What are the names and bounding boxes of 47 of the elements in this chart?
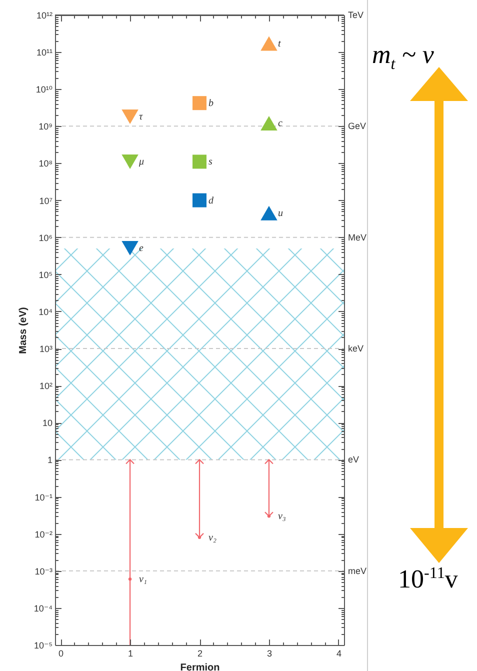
y-tick-label: 10³ bbox=[39, 344, 52, 354]
x-tick-label: 2 bbox=[197, 648, 203, 658]
annotation: t bbox=[278, 38, 281, 50]
x-tick-label: 1 bbox=[128, 648, 134, 658]
y-tick-label: 1 bbox=[47, 455, 52, 466]
point bbox=[267, 514, 271, 518]
x-tick-label: 4 bbox=[336, 648, 342, 658]
ref-line-label: eV bbox=[348, 454, 360, 465]
annotation: μ bbox=[138, 156, 144, 168]
annotation: ν₂ bbox=[208, 532, 217, 544]
point bbox=[128, 578, 132, 581]
x-tick-label: 3 bbox=[266, 648, 272, 658]
y-tick-label: 10⁷ bbox=[39, 196, 52, 206]
annotation: d bbox=[208, 195, 214, 206]
text: m$_{t}$ ~ v bbox=[372, 40, 434, 74]
ref-line-label: GeV bbox=[348, 121, 366, 132]
y-tick-label: 10⁻² bbox=[34, 529, 52, 540]
text: 10$^{-11}$v bbox=[398, 564, 458, 594]
y-tick-label: 10⁻⁵ bbox=[34, 640, 53, 650]
annotation: b bbox=[208, 98, 214, 110]
x-tick-label: 0 bbox=[58, 648, 64, 658]
y-tick-label: 10² bbox=[39, 381, 52, 392]
annotation: ν₃ bbox=[278, 511, 286, 522]
y-tick-label: 10⁵ bbox=[38, 270, 53, 280]
ref-line-label: MeV bbox=[348, 232, 367, 242]
y-tick-label: 10¹¹ bbox=[36, 48, 52, 58]
ref-line-label: keV bbox=[348, 344, 364, 354]
y-tick-label: 10 bbox=[42, 418, 52, 428]
y-tick-label: 10⁻¹ bbox=[34, 492, 52, 502]
y-axis-title: Mass (eV) bbox=[18, 307, 29, 354]
y-tick-label: 10⁸ bbox=[38, 158, 53, 169]
ref-line-label: TeV bbox=[348, 10, 364, 20]
x-axis-title: Fermion bbox=[180, 662, 220, 671]
y-tick-label: 10⁴ bbox=[38, 306, 53, 317]
y-tick-label: 10⁻³ bbox=[34, 566, 52, 576]
y-tick-label: 10¹² bbox=[36, 10, 52, 20]
annotation: c bbox=[278, 118, 283, 130]
annotation: e bbox=[139, 243, 144, 254]
y-tick-label: 10⁶ bbox=[38, 232, 53, 243]
annotation: s bbox=[208, 156, 212, 168]
y-tick-label: 10¹⁰ bbox=[36, 84, 53, 95]
ref-line-label: meV bbox=[348, 566, 367, 576]
annotation: ν₁ bbox=[139, 574, 147, 586]
y-tick-label: 10⁹ bbox=[38, 122, 53, 132]
annotation: τ bbox=[139, 112, 144, 123]
annotation: u bbox=[278, 208, 283, 220]
y-tick-label: 10⁻⁴ bbox=[34, 603, 53, 614]
